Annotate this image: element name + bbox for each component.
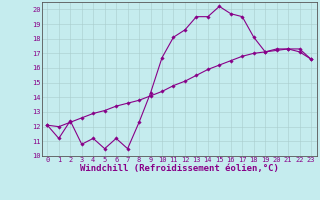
- X-axis label: Windchill (Refroidissement éolien,°C): Windchill (Refroidissement éolien,°C): [80, 164, 279, 173]
